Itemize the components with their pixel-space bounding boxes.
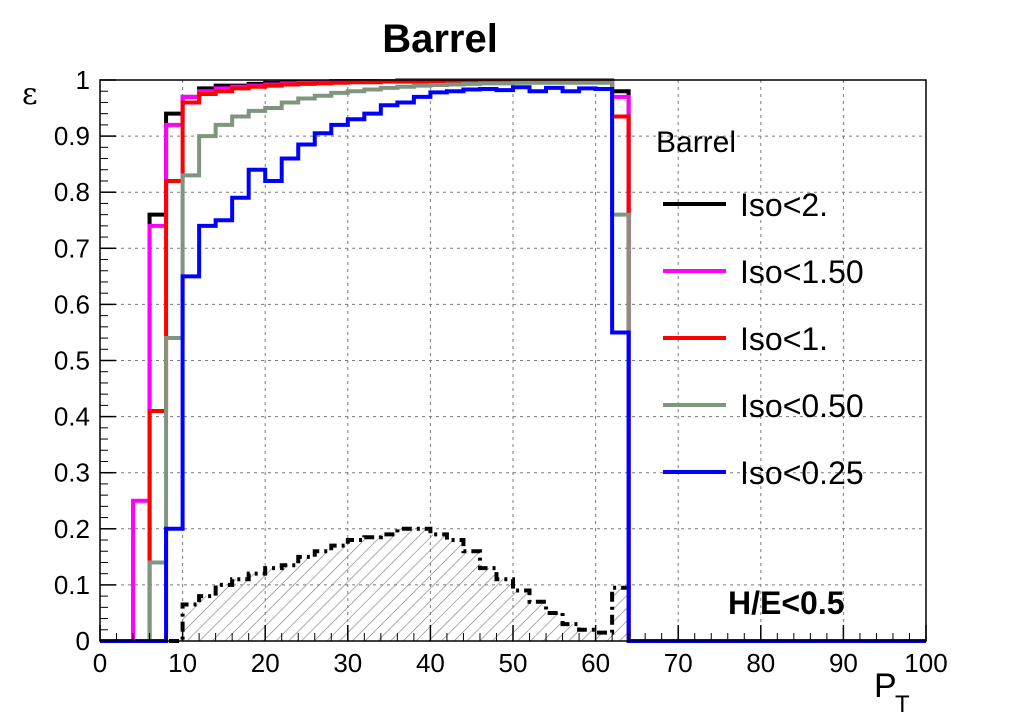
y-tick-label: 0.6 [54,289,90,319]
x-axis-label: P [874,667,897,705]
grid [100,80,926,641]
x-tick-label: 70 [664,648,693,678]
x-tick-label: 40 [416,648,445,678]
y-tick-label: 0 [76,626,90,656]
y-tick-label: 0.7 [54,233,90,263]
x-tick-label: 0 [93,648,107,678]
x-axis: 0 10 20 30 40 50 60 70 80 90 100 [93,625,948,678]
legend-label-iso-0-50: Iso<0.50 [740,388,864,424]
x-tick-label: 50 [499,648,528,678]
y-tick-label: 0.1 [54,570,90,600]
legend-label-iso-2: Iso<2. [740,187,828,223]
x-tick-label: 90 [829,648,858,678]
x-axis-label-subscript: T [895,691,910,714]
legend-label-iso-0-25: Iso<0.25 [740,455,864,491]
y-tick-label: 0.8 [54,177,90,207]
x-tick-label: 100 [904,648,947,678]
x-tick-label: 20 [251,648,280,678]
y-axis-label: ε [22,77,38,112]
y-tick-label: 0.2 [54,514,90,544]
legend-label-iso-1-50: Iso<1.50 [740,254,864,290]
cut-annotation: H/E<0.5 [728,585,845,621]
legend: Barrel Iso<2. Iso<1.50 Iso<1. Iso<0.50 Iso<0… [656,126,864,491]
x-tick-label: 60 [581,648,610,678]
y-axis: 0 0.1 0.2 0.3 0.4 0.5 0.6 0.7 0.8 0.9 1 [54,65,116,656]
x-tick-label: 30 [333,648,362,678]
y-tick-label: 1 [76,65,90,95]
y-tick-label: 0.3 [54,458,90,488]
legend-label-iso-1: Iso<1. [740,321,828,357]
x-tick-label: 80 [746,648,775,678]
y-tick-label: 0.5 [54,346,90,376]
x-tick-label: 10 [168,648,197,678]
y-tick-label: 0.9 [54,121,90,151]
chart-title: Barrel [382,17,498,61]
y-tick-label: 0.4 [54,402,90,432]
legend-header: Barrel [656,126,736,159]
